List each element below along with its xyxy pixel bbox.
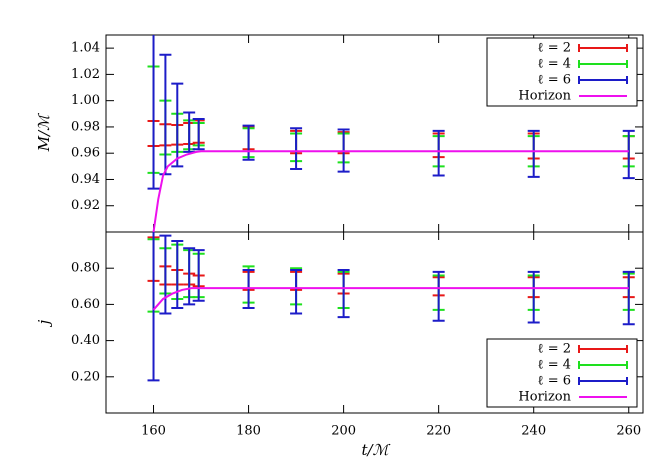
x-tick-label: 180 bbox=[236, 424, 261, 439]
legend-label: ℓ = 6 bbox=[537, 374, 571, 389]
legend-label: ℓ = 6 bbox=[537, 73, 571, 88]
y-tick-label: 0.20 bbox=[71, 369, 100, 384]
x-tick-label: 260 bbox=[616, 424, 641, 439]
plot-area bbox=[147, 35, 635, 232]
y-axis-label: M/ℳ bbox=[35, 113, 53, 152]
y-tick-label: 0.92 bbox=[71, 198, 100, 213]
y-tick-label: 0.60 bbox=[71, 297, 100, 312]
legend-swatch bbox=[578, 60, 628, 68]
error-bar bbox=[432, 270, 445, 322]
error-bar bbox=[527, 270, 540, 324]
plot-frame bbox=[105, 34, 644, 414]
error-bar bbox=[337, 269, 350, 319]
legend-swatch bbox=[578, 377, 628, 385]
legend-label: ℓ = 4 bbox=[537, 57, 571, 72]
error-bar bbox=[242, 124, 255, 161]
y-tick-label: 0.40 bbox=[71, 333, 100, 348]
x-tick-label: 200 bbox=[331, 424, 356, 439]
legend-box bbox=[486, 338, 638, 408]
legend-label: ℓ = 2 bbox=[537, 342, 571, 357]
horizon-line bbox=[152, 150, 629, 232]
y-tick-label: 1.04 bbox=[71, 41, 100, 56]
y-tick-label: 0.96 bbox=[71, 146, 100, 161]
y-tick-label: 0.80 bbox=[71, 261, 100, 276]
error-bar bbox=[171, 82, 184, 168]
error-bar bbox=[171, 240, 184, 310]
legend-swatch bbox=[578, 361, 628, 369]
y-tick-label: 1.00 bbox=[71, 93, 100, 108]
y-axis-label: j bbox=[35, 319, 53, 327]
error-bar bbox=[622, 129, 635, 180]
error-bar bbox=[159, 53, 172, 176]
x-tick-label: 160 bbox=[141, 424, 166, 439]
error-bar bbox=[432, 129, 445, 177]
legend-swatch bbox=[578, 345, 628, 353]
error-bar bbox=[622, 270, 635, 326]
y-tick-label: 0.98 bbox=[71, 119, 100, 134]
error-bar bbox=[192, 249, 205, 302]
legend-label: Horizon bbox=[518, 390, 571, 405]
legend-label: ℓ = 2 bbox=[537, 41, 571, 56]
horizon-line bbox=[152, 287, 629, 311]
x-axis-label: t/ℳ bbox=[361, 441, 390, 459]
legend-box bbox=[486, 37, 638, 107]
y-tick-label: 1.02 bbox=[71, 67, 100, 82]
plot-area bbox=[147, 232, 635, 382]
error-bar bbox=[147, 232, 160, 382]
error-bar bbox=[159, 234, 172, 315]
error-bar bbox=[192, 118, 205, 151]
error-bar bbox=[183, 247, 196, 306]
legend-label: ℓ = 4 bbox=[537, 358, 571, 373]
error-bar bbox=[527, 129, 540, 178]
legend-label: Horizon bbox=[518, 89, 571, 104]
y-tick-label: 0.94 bbox=[71, 172, 100, 187]
error-bar bbox=[147, 35, 160, 190]
x-tick-label: 240 bbox=[521, 424, 546, 439]
legend-swatch bbox=[578, 44, 628, 52]
error-bar bbox=[290, 269, 303, 315]
error-bar bbox=[290, 127, 303, 170]
legend-swatch bbox=[578, 76, 628, 84]
x-tick-label: 220 bbox=[426, 424, 451, 439]
